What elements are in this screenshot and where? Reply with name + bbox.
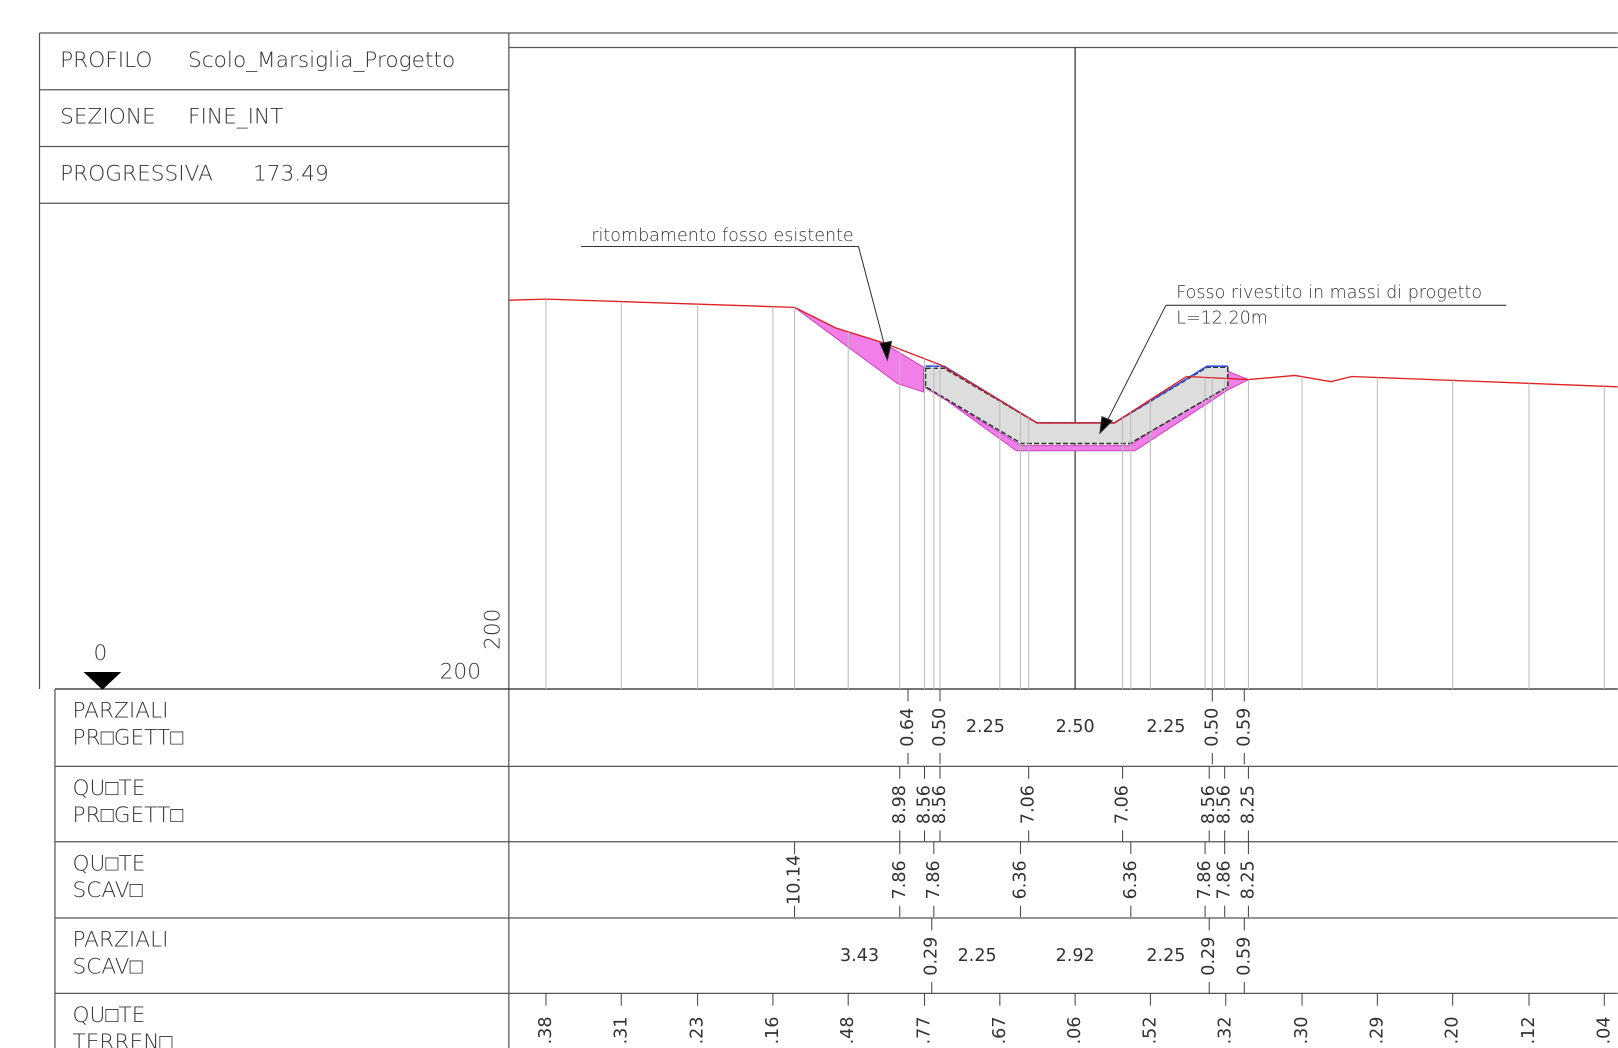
row-value: 0.59 (1234, 708, 1254, 747)
row-label: QU□TE (73, 851, 146, 876)
header-value: 173.49 (253, 161, 329, 186)
row-value: 8.56 (930, 785, 950, 824)
row-label: PARZIALI (73, 699, 169, 724)
row-label: PR□GETT□ (73, 803, 184, 828)
scale-zero: 0 (93, 641, 107, 666)
row-value: 6.36 (1010, 860, 1030, 899)
scale-vertical: 200 (480, 609, 505, 650)
row-value: 2.25 (1146, 717, 1185, 737)
row-value: 7.86 (1195, 860, 1215, 899)
row-value: 10.14 (785, 855, 805, 905)
row-value: 2.92 (1056, 946, 1095, 966)
leaders (581, 246, 1507, 435)
row-value: 7.06 (1113, 785, 1133, 824)
header-label: PROFILO (60, 48, 152, 73)
row-value: 3.43 (840, 946, 879, 966)
row-label: SCAV□ (73, 878, 143, 903)
annotation: ritombamento fosso esistente (591, 226, 853, 246)
row-value: 7.86 (1215, 860, 1235, 899)
row-value: 8.56 (1199, 785, 1219, 824)
row-value: 2.25 (1146, 946, 1185, 966)
row-value: 8.56 (1215, 785, 1235, 824)
frame (38, 32, 1618, 1048)
row-value: 8.56 (915, 785, 935, 824)
header-value: FINE_INT (188, 105, 283, 130)
row-value: 8.25 (1238, 785, 1258, 824)
row-value: .48 (838, 1017, 858, 1045)
row-value: 6.36 (1121, 860, 1141, 899)
row-value: .31 (611, 1017, 631, 1045)
row-value: .52 (1140, 1017, 1160, 1045)
header-value: Scolo_Marsiglia_Progetto (188, 48, 455, 73)
row-label: TERREN□ (73, 1030, 173, 1048)
row-value: 8.25 (1238, 860, 1258, 899)
row-value: .29 (1367, 1017, 1387, 1045)
annotation: Fosso rivestito in massi di progetto (1176, 283, 1482, 303)
datum-marker (83, 672, 122, 690)
row-value: .12 (1519, 1017, 1539, 1045)
row-value: 0.29 (1199, 937, 1219, 976)
row-value: 2.25 (966, 717, 1005, 737)
row-value: 7.86 (924, 860, 944, 899)
header-label: PROGRESSIVA (60, 161, 213, 186)
row-label: QU□TE (73, 1003, 146, 1028)
row-value: 0.29 (922, 937, 942, 976)
row-value: .20 (1443, 1017, 1463, 1045)
row-value: 0.59 (1234, 937, 1254, 976)
header-label: SEZIONE (60, 105, 156, 130)
row-value: .04 (1594, 1017, 1614, 1045)
annotation: L=12.20m (1176, 309, 1268, 329)
row-value: 2.25 (958, 946, 997, 966)
row-label: QU□TE (73, 776, 146, 801)
row-value: .16 (763, 1017, 783, 1045)
row-value: .77 (915, 1017, 935, 1045)
row-value: 8.98 (890, 785, 910, 824)
row-label: PARZIALI (73, 928, 169, 953)
row-value: 0.50 (930, 708, 950, 747)
row-value: 2.50 (1056, 717, 1095, 737)
row-label: PR□GETT□ (73, 726, 184, 751)
row-value: .67 (990, 1017, 1010, 1045)
row-value: .30 (1292, 1017, 1312, 1045)
scale-horizontal: 200 (440, 660, 481, 685)
terrain-profile (508, 298, 1618, 424)
row-value: 7.06 (1019, 785, 1039, 824)
backfill-area (794, 306, 925, 393)
row-value: .38 (536, 1017, 556, 1045)
row-value: .32 (1216, 1017, 1236, 1045)
row-value: 0.64 (898, 708, 918, 747)
row-label: SCAV□ (73, 955, 143, 980)
row-value: 0.50 (1202, 708, 1222, 747)
row-value: 7.86 (890, 860, 910, 899)
row-value: .23 (688, 1017, 708, 1045)
row-value: .06 (1065, 1017, 1085, 1045)
